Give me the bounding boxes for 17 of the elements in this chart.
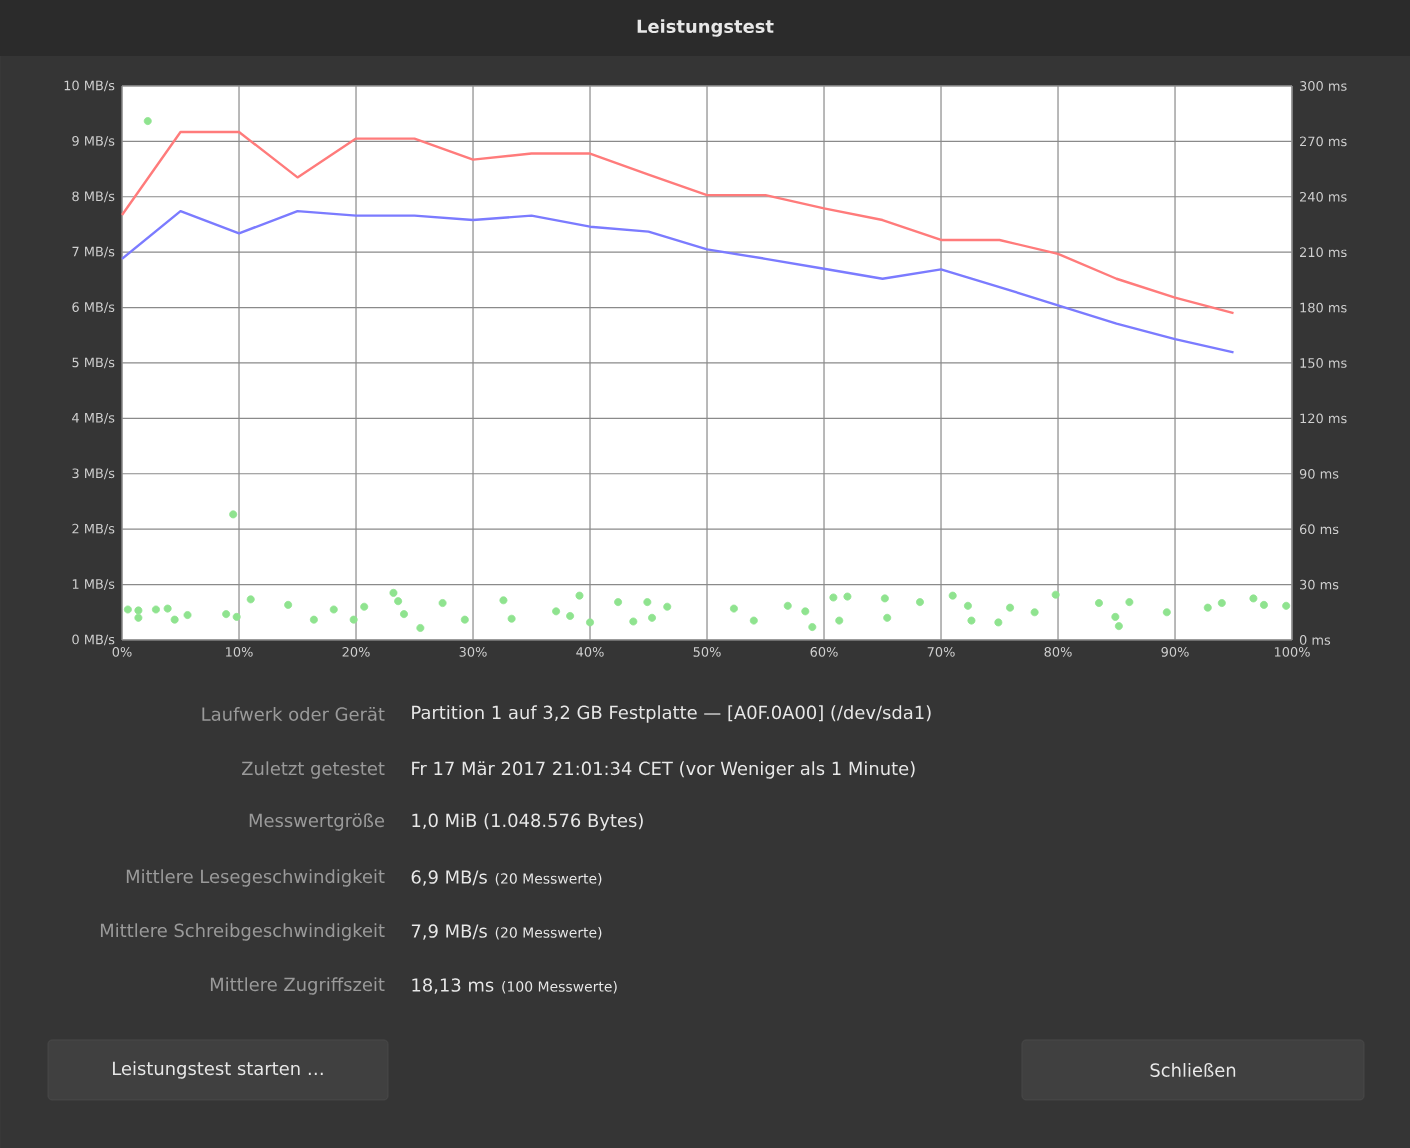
text: Leistungstest starten … — [113, 1061, 323, 1079]
text: 7,9 MB/s — [411, 924, 487, 940]
line-series — [120, 130, 1235, 315]
text: 18,13 ms — [412, 978, 494, 994]
text: Mittlere Schreibgeschwindigkeit — [100, 923, 385, 941]
text: 6,9 MB/s — [411, 870, 487, 886]
text: Mittlere Lesegeschwindigkeit — [126, 869, 385, 887]
text: 1,0 MiB (1.048.576 Bytes) — [412, 813, 643, 831]
text: Schließen — [1150, 1063, 1236, 1077]
line-series — [120, 209, 1235, 354]
text: Partition 1 auf 3,2 GB Festplatte — [A0F.0A00] (/dev/sda1) — [412, 705, 931, 723]
text: Fr 17 Mär 2017 21:01:34 CET (vor Weniger als 1 Minute) — [412, 761, 915, 779]
text: Messwertgröße — [249, 813, 385, 831]
text: Laufwerk oder Gerät — [202, 707, 385, 721]
chart-title: Leistungstest — [637, 19, 774, 37]
text: Zuletzt getestet — [242, 761, 385, 779]
text: Mittlere Zugriffszeit — [210, 977, 385, 995]
